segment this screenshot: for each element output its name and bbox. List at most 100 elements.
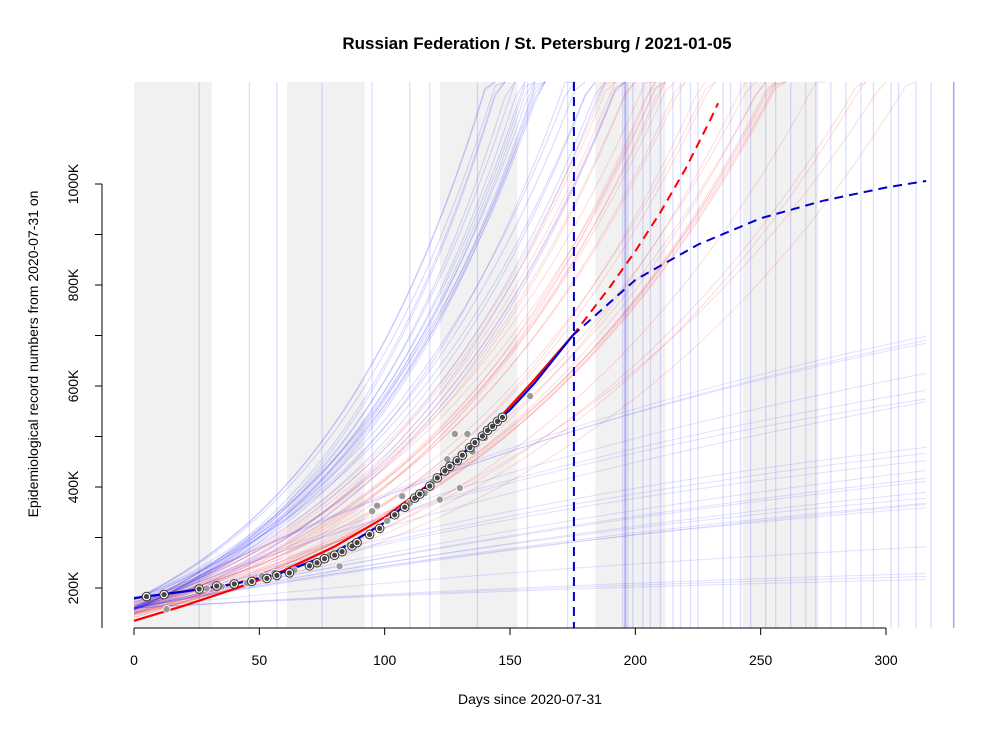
data-point — [331, 552, 338, 558]
ensemble-line — [133, 81, 606, 613]
ensemble-line — [133, 575, 927, 609]
ensemble-line — [133, 81, 636, 608]
data-point-grey — [526, 392, 535, 401]
shaded-band — [595, 82, 666, 628]
ensemble-line — [133, 81, 666, 610]
ensemble-line — [133, 81, 686, 611]
x-tick-label: 300 — [874, 652, 898, 668]
ensemble-line — [133, 81, 496, 600]
data-point — [196, 586, 202, 592]
ensemble-line — [133, 502, 927, 609]
data-point — [489, 423, 496, 429]
ensemble-line — [133, 81, 786, 613]
data-point — [454, 458, 460, 464]
y-tick-label: 200K — [65, 571, 81, 604]
chart-title: Russian Federation / St. Petersburg / 20… — [342, 34, 731, 53]
x-axis-label: Days since 2020-07-31 — [458, 691, 602, 707]
ensemble-line — [133, 339, 927, 609]
ensemble-line — [133, 81, 626, 609]
ensemble-line — [133, 81, 757, 607]
data-point — [417, 491, 423, 497]
ensemble-line — [133, 81, 777, 616]
data-point — [286, 570, 293, 576]
shaded-band — [743, 82, 819, 628]
y-tick-label: 400K — [65, 470, 81, 503]
data-point — [472, 439, 478, 446]
x-tick-label: 250 — [749, 652, 773, 668]
ensemble-line — [133, 81, 516, 611]
fit-curve-dashed — [572, 180, 927, 337]
shaded-bands — [134, 82, 819, 628]
data-point — [467, 445, 473, 451]
ensemble-line — [133, 81, 586, 602]
shaded-band — [134, 82, 212, 628]
ensemble-line — [133, 81, 867, 610]
data-point-grey — [335, 562, 344, 571]
y-tick-label: 1000K — [65, 163, 81, 204]
ensemble-line — [133, 81, 506, 601]
data-point — [231, 581, 237, 587]
shaded-band — [439, 82, 518, 628]
ensemble-line — [133, 389, 927, 609]
data-point — [321, 556, 328, 562]
y-axis-label: Epidemiological record numbers from 2020… — [25, 191, 41, 518]
ensemble-line — [133, 452, 927, 609]
data-point-grey — [463, 429, 472, 438]
x-tick-label: 100 — [373, 652, 397, 668]
y-tick-label: 800K — [65, 268, 81, 301]
ensemble-line — [133, 81, 546, 605]
ensemble-line — [133, 81, 786, 613]
data-point-grey — [202, 584, 211, 593]
fit-curve-dashed — [571, 102, 720, 337]
data-point — [434, 475, 440, 481]
ensemble-line — [133, 398, 927, 609]
fit-curve-solid — [133, 334, 574, 622]
data-point-grey — [450, 429, 459, 438]
ensemble-line — [133, 81, 536, 611]
data-point — [314, 560, 320, 566]
ensemble-line — [133, 446, 927, 609]
data-point — [392, 512, 398, 518]
data-point — [459, 452, 465, 458]
ensemble-line — [133, 81, 767, 614]
ensemble-line — [133, 81, 596, 600]
ensemble-line — [133, 81, 606, 608]
ensemble-line — [133, 81, 656, 604]
ensemble-line — [133, 81, 616, 605]
ensemble-line — [133, 81, 786, 610]
data-point — [427, 483, 433, 489]
ensemble-line — [133, 81, 626, 610]
ensemble-line — [133, 81, 536, 610]
ensemble-line — [133, 342, 927, 609]
x-tick-label: 50 — [252, 652, 268, 668]
ensemble-line — [133, 81, 676, 608]
data-point-grey — [455, 484, 464, 493]
ensemble-line — [133, 81, 616, 607]
ensemble-line — [133, 81, 526, 606]
ensemble-line — [133, 81, 546, 609]
ensemble-line — [133, 81, 666, 610]
ensemble-line — [133, 81, 887, 603]
ensemble-line — [133, 81, 546, 601]
ensemble-line — [133, 81, 686, 609]
ensemble-line — [133, 81, 546, 612]
ensemble-line — [133, 401, 927, 609]
data-point — [377, 525, 383, 532]
ensemble-line — [133, 81, 666, 603]
data-point — [274, 572, 280, 578]
data-point — [442, 468, 448, 474]
data-point — [447, 463, 453, 469]
x-tick-label: 200 — [624, 652, 648, 668]
vertical-event-lines — [198, 82, 955, 628]
data-point — [499, 414, 506, 420]
ensemble-line — [133, 81, 576, 608]
data-point — [249, 578, 255, 585]
data-point-grey — [383, 516, 392, 525]
data-point-grey — [373, 501, 382, 510]
ensemble-line — [133, 81, 596, 607]
ensemble-line — [133, 81, 706, 618]
data-point — [214, 583, 220, 589]
y-tick-label: 600K — [65, 369, 81, 402]
ensemble-line — [133, 503, 927, 609]
